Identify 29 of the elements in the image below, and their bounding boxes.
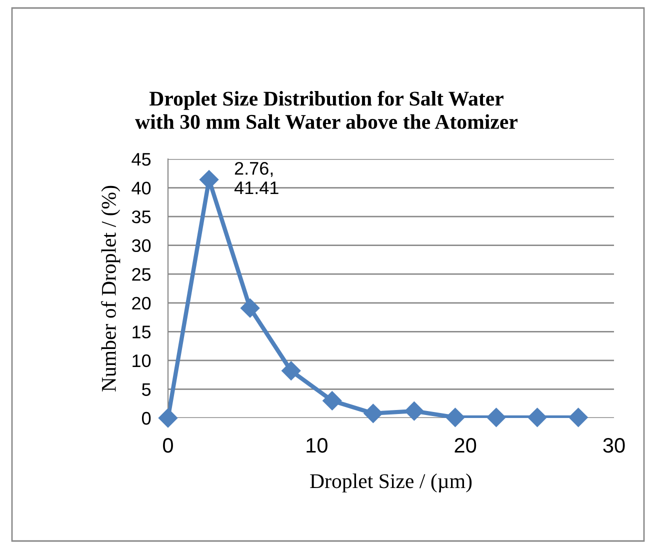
y-axis-title: Number of Droplet / (%): [101, 186, 120, 392]
y-tick-label: 5: [142, 383, 151, 396]
x-tick-label: 10: [306, 438, 328, 453]
point: [200, 170, 219, 190]
chart-title: Droplet Size Distribution for Salt Water with 30 mm Salt Water above the Atomizer: [135, 90, 518, 130]
x-tick-label: 20: [454, 438, 476, 453]
y-tick-label: 35: [132, 210, 151, 224]
point: [486, 408, 506, 427]
y-tick-label: 25: [132, 268, 151, 281]
y-tick-label: 10: [132, 354, 151, 368]
point: [158, 408, 178, 428]
point: [282, 361, 301, 380]
point: [364, 404, 383, 423]
y-tick-label: 30: [132, 239, 151, 252]
y-tick-label: 20: [132, 296, 151, 310]
point: [528, 408, 547, 427]
x-tick-label: 30: [603, 438, 625, 453]
y-tick-label: 0: [142, 412, 151, 425]
point: [322, 391, 342, 410]
x-tick-label: 0: [163, 438, 173, 453]
point: [446, 408, 465, 427]
y-tick-label: 45: [132, 153, 151, 166]
point: [568, 408, 588, 427]
point: [404, 402, 424, 421]
y-tick-label: 15: [132, 326, 151, 338]
x-axis-title: Droplet Size / (µm): [310, 474, 472, 492]
annotation: 2.76, 41.41: [234, 162, 278, 194]
y-tick-label: 40: [132, 182, 151, 194]
point: [240, 298, 260, 318]
